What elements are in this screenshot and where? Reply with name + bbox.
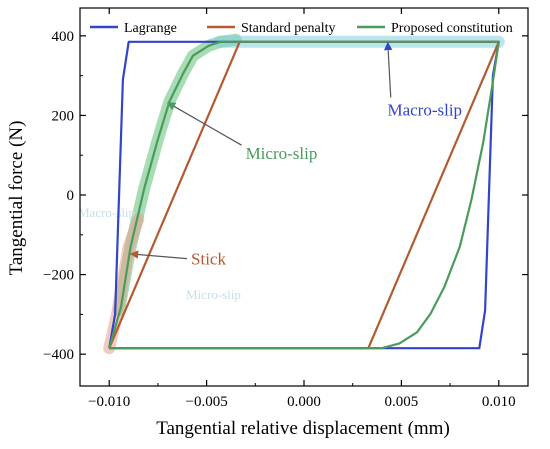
legend-label-proposed-constitution: Proposed constitution (391, 21, 513, 36)
legend-label-standard-penalty: Standard penalty (241, 21, 335, 36)
y-tick-label: 0 (67, 188, 75, 204)
y-tick-label: 400 (52, 29, 75, 45)
stick-annotation-arrow (129, 250, 188, 260)
series-standard-penalty (108, 40, 500, 350)
series-lines (108, 40, 500, 350)
stick-annotation-label: Stick (191, 250, 226, 269)
macro-slip-annotation-label: Macro-slip (387, 100, 462, 119)
x-tick-label: 0.010 (482, 394, 516, 410)
watermark-text: Macro-slip Micro-slip (78, 205, 241, 302)
series-lagrange (108, 40, 500, 350)
highlight-bands (103, 33, 505, 355)
x-axis-title: Tangential relative displacement (mm) (156, 418, 450, 439)
micro-slip-annotation-label: Micro-slip (246, 144, 318, 163)
x-axis: −0.010 −0.005 0.000 0.005 0.010 (88, 8, 516, 410)
y-tick-label: 200 (52, 108, 75, 124)
annotations: Macro-slip Micro-slip Stick (129, 41, 462, 269)
y-axis-title: Tangential force (N) (6, 121, 27, 276)
micro-slip-band (113, 33, 242, 317)
y-tick-label: −200 (43, 268, 74, 284)
watermark-micro-slip: Micro-slip (186, 287, 241, 302)
watermark-macro-slip: Macro-slip (78, 205, 135, 220)
legend: Lagrange Standard penalty Proposed constit… (90, 21, 513, 36)
micro-slip-annotation-arrow (166, 102, 242, 146)
y-tick-label: −400 (43, 347, 74, 363)
x-tick-label: −0.010 (88, 394, 130, 410)
series-proposed-constitution (108, 40, 500, 350)
legend-label-lagrange: Lagrange (124, 21, 177, 36)
x-tick-label: 0.005 (385, 394, 419, 410)
x-tick-label: 0.000 (287, 394, 321, 410)
macro-slip-annotation-arrow (383, 41, 393, 98)
x-tick-label: −0.005 (185, 394, 227, 410)
y-axis: −400 −200 0 200 400 (43, 29, 528, 363)
